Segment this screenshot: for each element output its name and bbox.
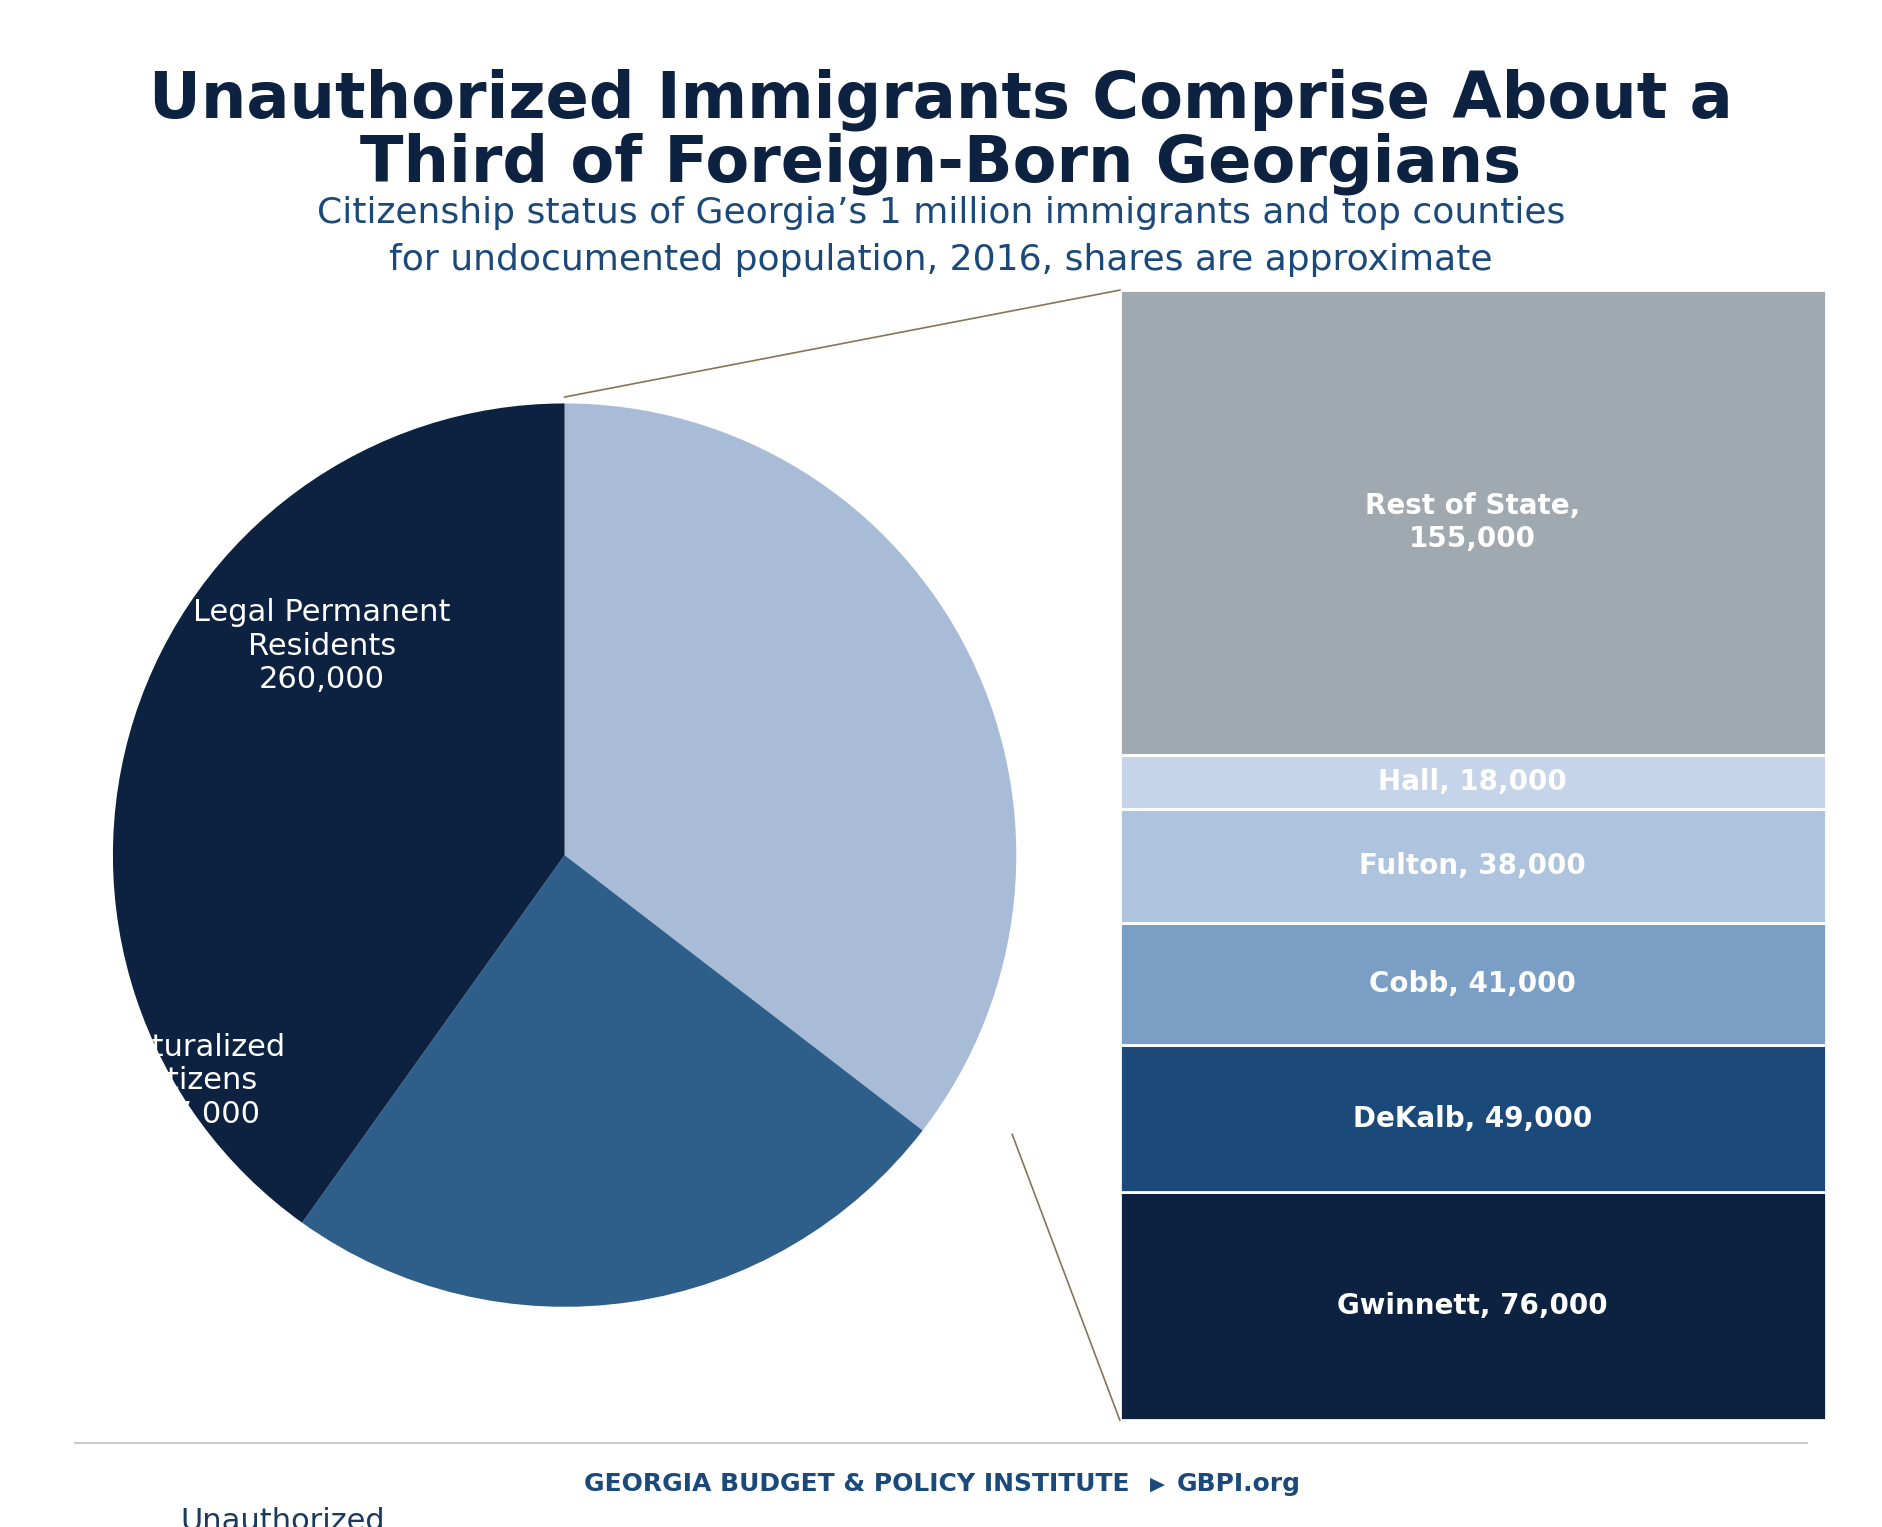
Text: Cobb, 41,000: Cobb, 41,000	[1370, 970, 1575, 999]
Text: Unauthorized
Immigrants
377,000: Unauthorized Immigrants 377,000	[181, 1507, 384, 1527]
Bar	[1120, 1193, 1826, 1420]
Text: GBPI.org: GBPI.org	[1176, 1472, 1300, 1496]
Text: Rest of State,
155,000: Rest of State, 155,000	[1364, 492, 1581, 553]
Text: Legal Permanent
Residents
260,000: Legal Permanent Residents 260,000	[194, 599, 450, 695]
Wedge shape	[113, 403, 565, 1223]
Bar	[1120, 290, 1826, 754]
Text: Fulton, 38,000: Fulton, 38,000	[1359, 852, 1587, 880]
Text: Gwinnett, 76,000: Gwinnett, 76,000	[1338, 1292, 1607, 1321]
Text: Naturalized
Citizens
427,000: Naturalized Citizens 427,000	[109, 1032, 286, 1128]
Text: Unauthorized Immigrants Comprise About a: Unauthorized Immigrants Comprise About a	[149, 69, 1733, 130]
Bar	[1120, 1046, 1826, 1193]
Text: Citizenship status of Georgia’s 1 million immigrants and top counties
for undocu: Citizenship status of Georgia’s 1 millio…	[316, 195, 1566, 278]
Text: GEORGIA BUDGET & POLICY INSTITUTE: GEORGIA BUDGET & POLICY INSTITUTE	[583, 1472, 1129, 1496]
Wedge shape	[565, 403, 1016, 1130]
Wedge shape	[303, 855, 922, 1307]
Text: Hall, 18,000: Hall, 18,000	[1378, 768, 1568, 796]
Bar	[1120, 922, 1826, 1046]
Bar	[1120, 754, 1826, 809]
Bar	[1120, 809, 1826, 922]
Text: ▶: ▶	[1150, 1475, 1165, 1493]
Text: Third of Foreign-Born Georgians: Third of Foreign-Born Georgians	[361, 133, 1521, 194]
Text: DeKalb, 49,000: DeKalb, 49,000	[1353, 1106, 1592, 1133]
